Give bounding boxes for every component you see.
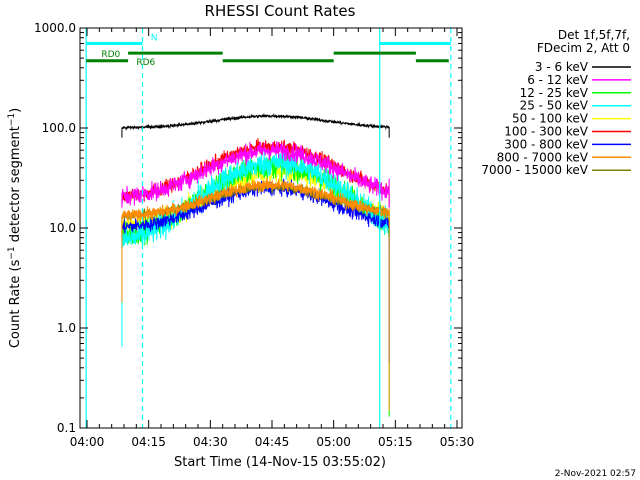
flag-bar-label: RD6 bbox=[136, 58, 155, 68]
x-tick-label: 05:30 bbox=[440, 435, 475, 449]
y-axis-label-part: Count Rate (s bbox=[8, 259, 23, 348]
legend-header-line: FDecim 2, Att 0 bbox=[537, 41, 630, 55]
x-tick-label: 04:30 bbox=[193, 435, 228, 449]
legend-entry-label: 25 - 50 keV bbox=[520, 99, 589, 113]
x-tick-label: 04:15 bbox=[131, 435, 166, 449]
series-line bbox=[121, 177, 390, 411]
legend-entry-label: 300 - 800 keV bbox=[504, 137, 588, 151]
x-tick-label: 04:00 bbox=[70, 435, 105, 449]
series-line bbox=[121, 112, 390, 138]
y-axis-label-part: detector segment bbox=[8, 126, 23, 246]
y-tick-label: 1000.0 bbox=[34, 21, 76, 35]
legend: Det 1f,5f,7f, FDecim 2, Att 0 3 - 6 keV6… bbox=[481, 28, 631, 177]
x-axis-label: Start Time (14-Nov-15 03:55:02) bbox=[174, 455, 386, 470]
y-tick-label: 1.0 bbox=[57, 321, 76, 335]
flag-bar-label: N bbox=[151, 33, 158, 43]
legend-entry-label: 50 - 100 keV bbox=[512, 112, 589, 126]
y-axis: 0.1 1.0 10.0 100.0 1000.0 bbox=[34, 21, 462, 435]
x-axis: 04:00 04:15 04:30 04:45 05:00 05:15 05:30 bbox=[70, 28, 475, 449]
y-tick-label: 100.0 bbox=[42, 121, 76, 135]
x-tick-label: 04:45 bbox=[255, 435, 290, 449]
y-axis-label-exponent: −1 bbox=[7, 246, 17, 259]
legend-header-line: Det 1f,5f,7f, bbox=[558, 28, 630, 42]
series-line bbox=[121, 141, 390, 208]
generation-timestamp: 2-Nov-2021 02:57 bbox=[555, 469, 636, 479]
y-tick-label: 0.1 bbox=[57, 421, 76, 435]
legend-entry-label: 100 - 300 keV bbox=[504, 125, 588, 139]
y-tick-label: 10.0 bbox=[49, 221, 76, 235]
flag-bar-label: RD0 bbox=[101, 50, 120, 60]
y-axis-label-exponent: −1 bbox=[7, 113, 17, 126]
x-tick-label: 05:00 bbox=[316, 435, 351, 449]
y-axis-label-part: ) bbox=[8, 108, 23, 113]
legend-entry-label: 7000 - 15000 keV bbox=[481, 163, 588, 177]
y-axis-label: Count Rate (s−1 detector segment−1) bbox=[7, 108, 23, 348]
legend-entry-label: 6 - 12 keV bbox=[527, 73, 589, 87]
legend-entry-label: 3 - 6 keV bbox=[535, 60, 589, 74]
legend-entry-label: 12 - 25 keV bbox=[520, 86, 589, 100]
x-tick-label: 05:15 bbox=[378, 435, 413, 449]
series-layer bbox=[121, 112, 390, 417]
legend-entry-label: 800 - 7000 keV bbox=[497, 150, 589, 164]
chart-title: RHESSI Count Rates bbox=[205, 2, 356, 20]
